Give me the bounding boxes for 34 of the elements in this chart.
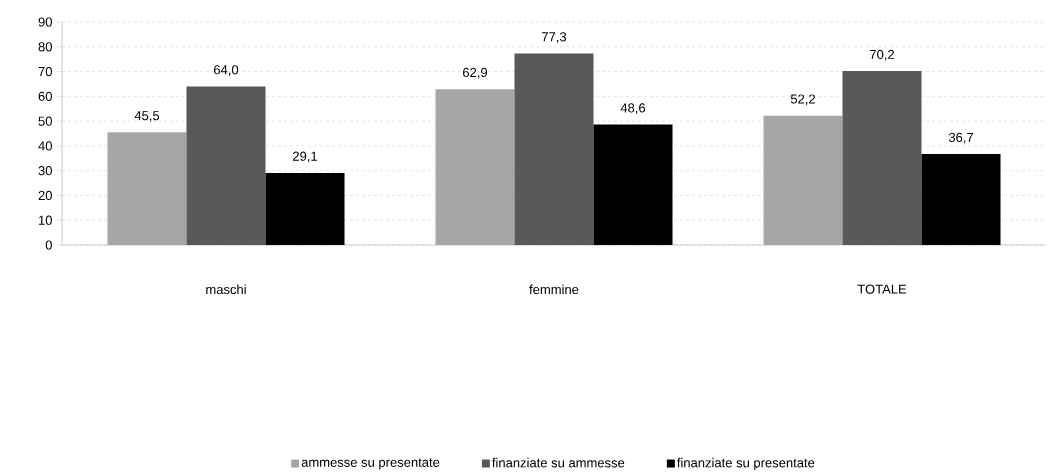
- bar: [921, 154, 1001, 245]
- legend-label: ammesse su presentate: [301, 458, 440, 470]
- data-label: 64,0: [214, 65, 239, 76]
- y-tick-label: 80: [38, 42, 52, 52]
- y-tick-label: 0: [45, 240, 52, 250]
- bar: [265, 172, 345, 245]
- bar: [514, 53, 594, 245]
- x-tick-label: maschi: [206, 284, 246, 295]
- data-label: 70,2: [870, 49, 894, 61]
- bar: [107, 132, 187, 245]
- data-label: 77,3: [542, 32, 567, 43]
- bar: [593, 124, 673, 245]
- data-label: 52,2: [790, 94, 815, 106]
- bar: [435, 89, 515, 245]
- y-tick-label: 50: [38, 116, 52, 126]
- legend-label: finanziate su ammesse: [492, 457, 625, 468]
- y-tick-label: 30: [38, 166, 52, 176]
- x-tick-label: femmine: [529, 284, 579, 295]
- y-tick-label: 10: [39, 215, 52, 225]
- y-tick-label: 60: [38, 91, 52, 101]
- data-label: 48,6: [620, 103, 646, 115]
- bar: [186, 86, 266, 245]
- data-label: 29,1: [293, 151, 318, 163]
- data-label: 45,5: [134, 111, 160, 122]
- y-tick-label: 20: [38, 190, 52, 201]
- y-tick-label: 70: [38, 66, 52, 77]
- y-tick-label: 40: [38, 141, 52, 151]
- y-tick-label: 90: [38, 17, 52, 27]
- data-label: 62,9: [463, 67, 488, 79]
- x-tick-label: TOTALE: [857, 284, 907, 294]
- bar: [763, 115, 843, 245]
- bar: [842, 71, 922, 245]
- legend-label: finanziate su presentate: [677, 457, 815, 470]
- data-label: 36,7: [948, 132, 973, 144]
